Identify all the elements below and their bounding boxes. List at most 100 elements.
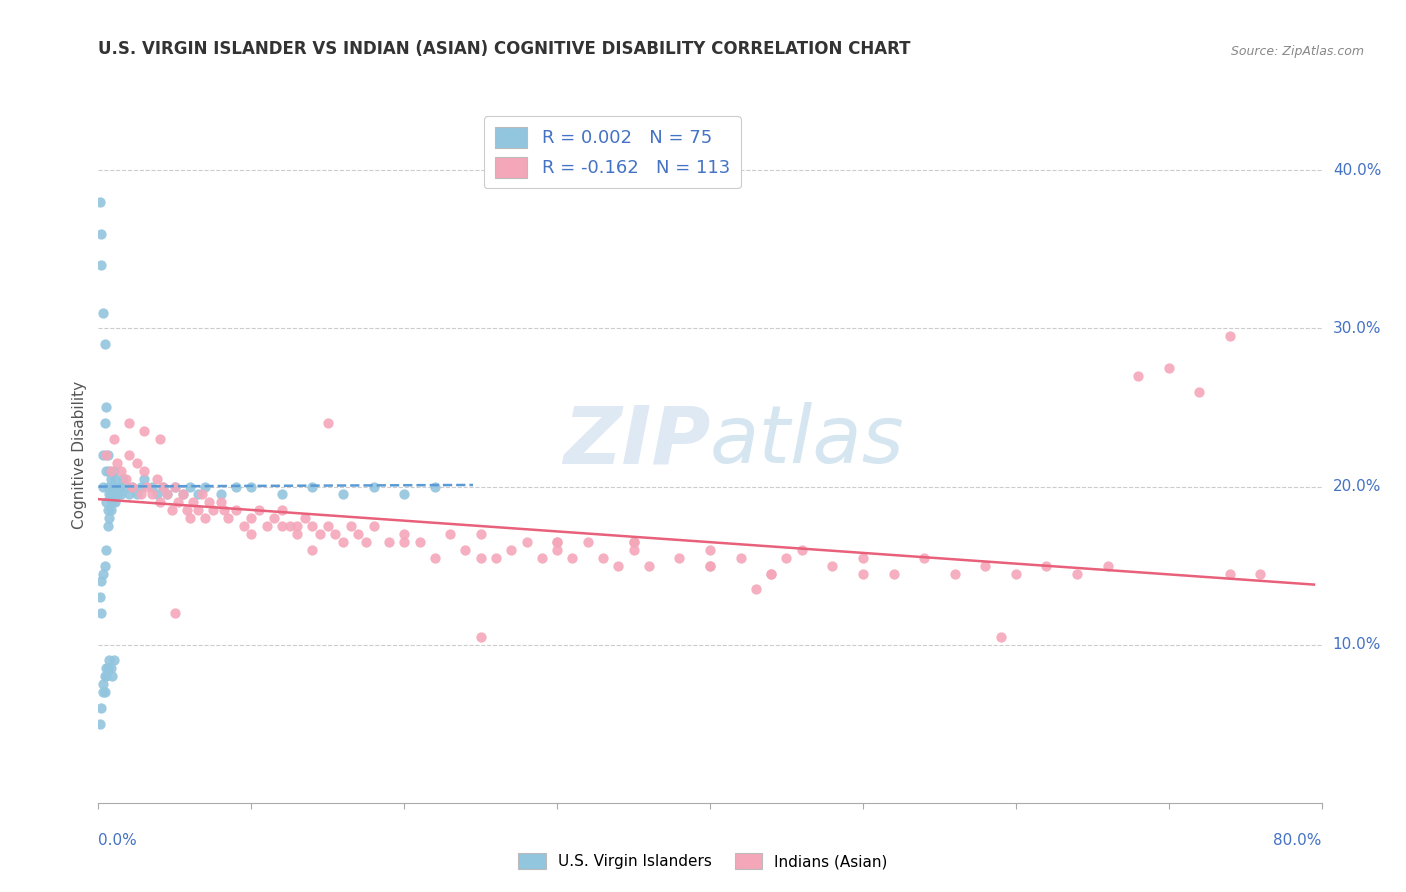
Point	[110, 487, 132, 501]
Text: 10.0%: 10.0%	[1333, 637, 1381, 652]
Point	[103, 464, 125, 478]
Point	[100, 487, 122, 501]
Point	[93, 337, 115, 351]
Point	[141, 487, 163, 501]
Point	[759, 566, 782, 581]
Point	[90, 701, 112, 715]
Point	[107, 487, 129, 501]
Point	[129, 487, 152, 501]
Point	[101, 669, 124, 683]
Point	[1035, 558, 1057, 573]
Point	[129, 479, 152, 493]
Point	[94, 542, 117, 557]
Point	[270, 503, 292, 517]
Point	[347, 527, 370, 541]
Point	[93, 558, 115, 573]
Point	[392, 487, 416, 501]
Point	[546, 534, 568, 549]
Point	[623, 534, 645, 549]
Point	[156, 487, 179, 501]
Point	[187, 487, 209, 501]
Point	[240, 527, 263, 541]
Point	[423, 479, 446, 493]
Point	[89, 716, 111, 731]
Point	[94, 495, 117, 509]
Point	[316, 519, 339, 533]
Point	[485, 550, 508, 565]
Point	[97, 448, 120, 462]
Point	[172, 487, 194, 501]
Text: 40.0%: 40.0%	[1333, 163, 1381, 178]
Point	[339, 519, 361, 533]
Point	[852, 566, 875, 581]
Point	[470, 527, 492, 541]
Point	[408, 534, 430, 549]
Point	[163, 606, 186, 620]
Point	[103, 432, 125, 446]
Point	[285, 519, 308, 533]
Legend: U.S. Virgin Islanders, Indians (Asian): U.S. Virgin Islanders, Indians (Asian)	[512, 847, 894, 875]
Point	[470, 550, 492, 565]
Point	[101, 495, 124, 509]
Point	[111, 472, 134, 486]
Point	[516, 534, 538, 549]
Point	[97, 519, 120, 533]
Point	[212, 503, 235, 517]
Point	[89, 591, 111, 605]
Point	[270, 519, 292, 533]
Point	[423, 550, 446, 565]
Point	[100, 472, 122, 486]
Point	[454, 542, 477, 557]
Point	[623, 534, 645, 549]
Point	[1097, 558, 1119, 573]
Point	[181, 495, 204, 509]
Point	[301, 479, 323, 493]
Point	[97, 503, 120, 517]
Point	[136, 479, 159, 493]
Point	[118, 448, 141, 462]
Point	[745, 582, 768, 597]
Point	[104, 495, 127, 509]
Point	[309, 527, 332, 541]
Point	[125, 456, 148, 470]
Point	[301, 519, 323, 533]
Point	[974, 558, 997, 573]
Text: ZIP: ZIP	[562, 402, 710, 480]
Point	[156, 487, 179, 501]
Point	[179, 479, 201, 493]
Point	[187, 503, 209, 517]
Point	[90, 606, 112, 620]
Point	[232, 519, 254, 533]
Point	[363, 519, 385, 533]
Point	[392, 527, 416, 541]
Point	[1188, 384, 1211, 399]
Point	[121, 479, 143, 493]
Point	[270, 487, 292, 501]
Point	[118, 417, 141, 431]
Point	[263, 511, 285, 525]
Point	[134, 472, 156, 486]
Point	[1219, 329, 1241, 343]
Point	[546, 542, 568, 557]
Point	[1128, 368, 1150, 383]
Point	[118, 487, 141, 501]
Point	[110, 464, 132, 478]
Point	[332, 487, 354, 501]
Text: 80.0%: 80.0%	[1274, 833, 1322, 848]
Point	[93, 417, 115, 431]
Point	[121, 479, 143, 493]
Point	[699, 558, 721, 573]
Point	[91, 448, 114, 462]
Point	[160, 503, 183, 517]
Point	[759, 566, 782, 581]
Point	[90, 574, 112, 589]
Point	[94, 464, 117, 478]
Point	[93, 685, 115, 699]
Point	[225, 503, 247, 517]
Point	[623, 542, 645, 557]
Point	[163, 479, 186, 493]
Point	[108, 479, 131, 493]
Point	[699, 558, 721, 573]
Point	[225, 479, 247, 493]
Point	[217, 511, 239, 525]
